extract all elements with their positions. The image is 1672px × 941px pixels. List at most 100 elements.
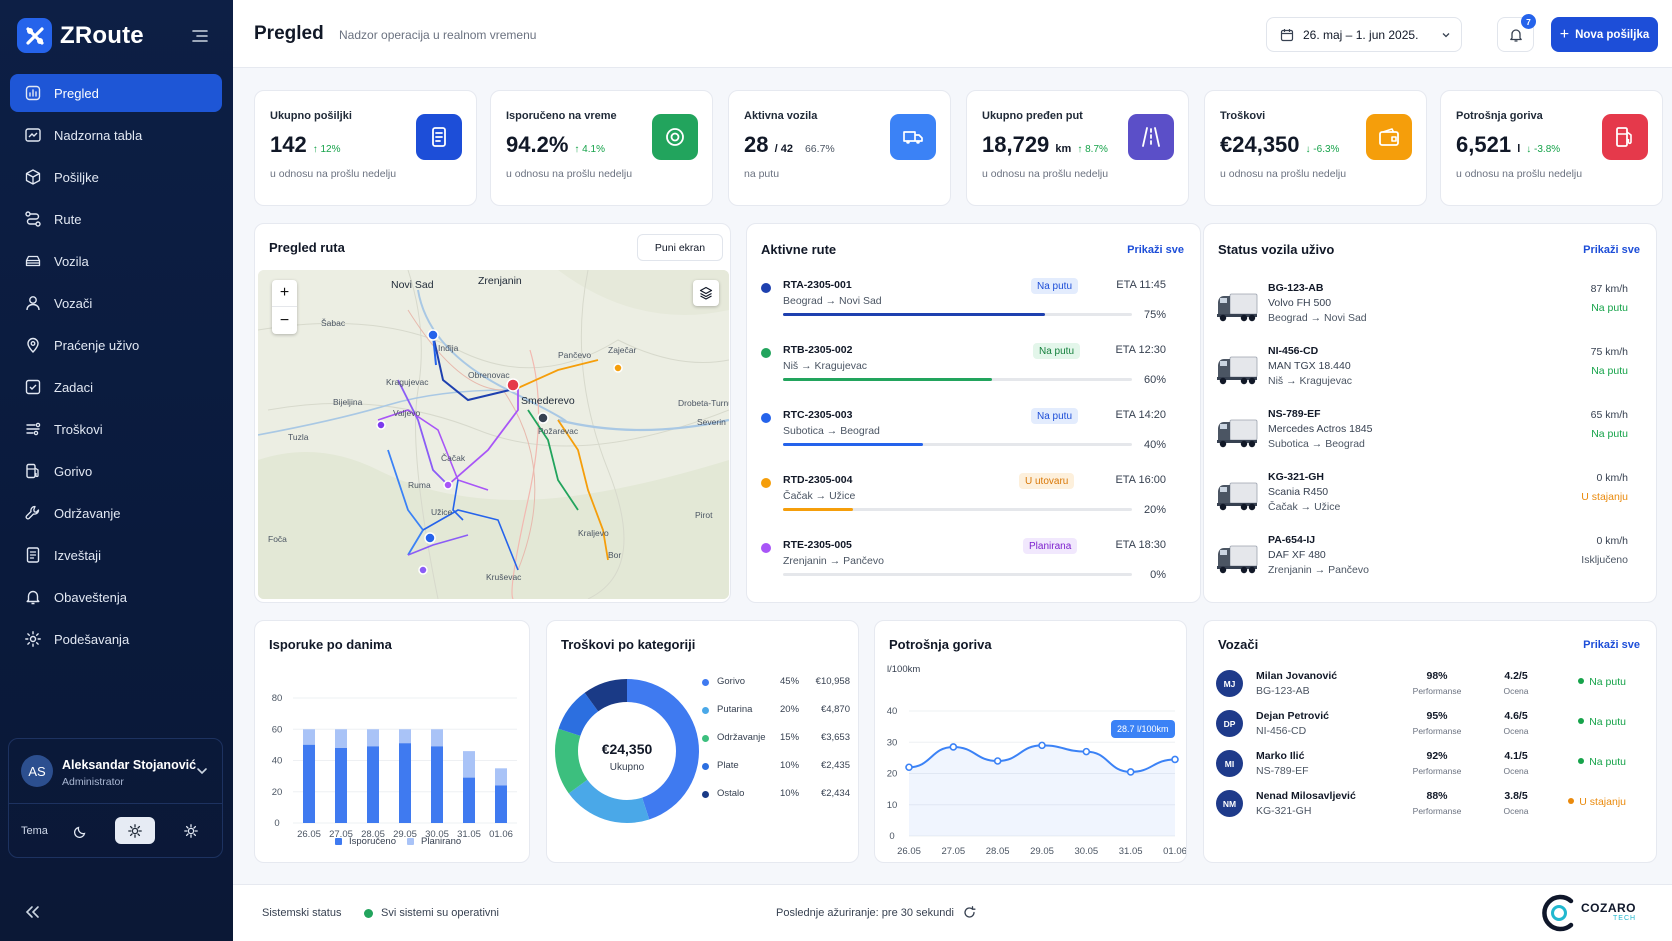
fullscreen-button[interactable]: Puni ekran xyxy=(637,234,723,261)
menu-toggle-icon[interactable] xyxy=(192,29,208,43)
bar-delivered[interactable] xyxy=(399,743,411,823)
route-row[interactable]: RTC-2305-003 Subotica → Beograd Na putu ETA… xyxy=(761,406,1166,466)
sidebar-item-rute[interactable]: Rute xyxy=(10,200,222,238)
kpi-card-wallet[interactable]: Troškovi €24,350 ↓ -6.3% u odnosu na prošlu… xyxy=(1204,90,1427,206)
bell-icon xyxy=(1509,28,1522,42)
kpi-card-fuel-pump[interactable]: Potrošnja goriva 6,521 l ↓ -3.8% u odnosu n… xyxy=(1440,90,1663,206)
cost-value: €10,958 xyxy=(815,676,850,687)
sidebar-item-pregled[interactable]: Pregled xyxy=(10,74,222,112)
drivers-show-all-link[interactable]: Prikaži sve xyxy=(1583,639,1640,651)
driver-row[interactable]: DP Dejan Petrović NI-456-CD 95% Performanse 4… xyxy=(1216,708,1626,748)
vehicle-row[interactable]: PA-654-IJ DAF XF 480 Zrenjanin → Pančevo 0 … xyxy=(1216,532,1628,592)
sidebar-nav: Pregled Nadzorna tabla Pošiljke Rute Vozila V… xyxy=(10,74,222,662)
kpi-value: 142 ↑ 12% xyxy=(270,132,341,158)
driver-row[interactable]: MI Marko Ilić NS-789-EF 92% Performanse 4.1/5… xyxy=(1216,748,1626,788)
date-range-picker[interactable]: 26. maj – 1. jun 2025. xyxy=(1266,17,1462,52)
route-progress-percent: 40% xyxy=(1143,439,1166,451)
route-eta: ETA 16:00 xyxy=(1115,474,1166,486)
driver-vehicle: NS-789-EF xyxy=(1256,765,1309,777)
kpi-card-document[interactable]: Ukupno pošiljki 142 ↑ 12% u odnosu na prošl… xyxy=(254,90,477,206)
bar-delivered[interactable] xyxy=(463,777,475,823)
sidebar-item-gorivo[interactable]: Gorivo xyxy=(10,452,222,490)
route-map[interactable]: Novi Sad Zrenjanin Šabac Bijeljina Tuzla Valj… xyxy=(258,270,729,599)
bar-delivered[interactable] xyxy=(367,746,379,823)
donut-slice-odrzavanje[interactable] xyxy=(555,728,588,794)
bar-delivered[interactable] xyxy=(495,785,507,824)
route-eta: ETA 12:30 xyxy=(1115,344,1166,356)
new-shipment-button[interactable]: + Nova pošiljka xyxy=(1551,17,1658,52)
driver-row[interactable]: NM Nenad Milosavljević KG-321-GH 88% Perform… xyxy=(1216,788,1626,828)
route-progress-percent: 75% xyxy=(1143,309,1166,321)
kpi-number: 6,521 xyxy=(1456,132,1512,157)
layers-icon xyxy=(699,286,713,300)
kpi-extra: 66.7% xyxy=(804,143,835,155)
bar-delivered[interactable] xyxy=(431,746,443,823)
vehicle-speed: 87 km/h xyxy=(1590,283,1628,295)
active-routes-show-all-link[interactable]: Prikaži sve xyxy=(1127,244,1184,256)
fuel-point[interactable] xyxy=(1082,747,1091,756)
fuel-point[interactable] xyxy=(1171,755,1179,764)
sidebar-item-podesavanja[interactable]: Podešavanja xyxy=(10,620,222,658)
theme-dark-button[interactable] xyxy=(61,817,101,844)
chevron-down-icon[interactable] xyxy=(196,765,208,777)
fuel-point[interactable] xyxy=(949,743,958,751)
kpi-card-truck[interactable]: Aktivna vozila 28 / 42 66.7% na putu xyxy=(728,90,951,206)
sidebar-item-troskovi[interactable]: Troškovi xyxy=(10,410,222,448)
route-row[interactable]: RTE-2305-005 Zrenjanin → Pančevo Planirana… xyxy=(761,536,1166,596)
sidebar-item-obavestenja[interactable]: Obaveštenja xyxy=(10,578,222,616)
vehicle-row[interactable]: KG-321-GH Scania R450 Čačak → Užice 0 km/h U… xyxy=(1216,469,1628,529)
driver-status-label: Na putu xyxy=(1589,756,1626,768)
vehicle-row[interactable]: NS-789-EF Mercedes Actros 1845 Subotica → … xyxy=(1216,406,1628,466)
fuel-point[interactable] xyxy=(993,757,1002,765)
kpi-card-target[interactable]: Isporučeno na vreme 94.2% ↑ 4.1% u odnosu n… xyxy=(490,90,713,206)
vehicle-status-show-all-link[interactable]: Prikaži sve xyxy=(1583,244,1640,256)
sidebar-item-vozaci[interactable]: Vozači xyxy=(10,284,222,322)
active-routes-card: Aktivne rute Prikaži sve RTA-2305-001 Beo… xyxy=(746,223,1201,603)
route-row[interactable]: RTB-2305-002 Niš → Kragujevac Na putu ETA 1… xyxy=(761,341,1166,401)
vehicle-route: Zrenjanin → Pančevo xyxy=(1268,564,1369,576)
vehicle-row[interactable]: NI-456-CD MAN TGX 18.440 Niš → Kragujevac 7… xyxy=(1216,343,1628,403)
route-progress-percent: 20% xyxy=(1143,504,1166,516)
route-row[interactable]: RTA-2305-001 Beograd → Novi Sad Na putu ETA… xyxy=(761,276,1166,336)
donut-slice-gorivo[interactable] xyxy=(627,679,699,820)
donut-slice-plate[interactable] xyxy=(558,692,599,736)
kpi-card-road[interactable]: Ukupno pređen put 18,729 km ↑ 8.7% u odnosu… xyxy=(966,90,1189,206)
map-canvas[interactable] xyxy=(258,270,729,599)
document-icon xyxy=(416,114,462,160)
brand[interactable]: ZRoute xyxy=(17,18,144,53)
theme-light-button[interactable] xyxy=(171,817,211,844)
theme-system-button[interactable] xyxy=(115,817,155,844)
refresh-icon[interactable] xyxy=(963,906,976,919)
bar-delivered[interactable] xyxy=(335,748,347,823)
legend-planned: Planirano xyxy=(407,836,461,847)
sidebar-item-zadaci[interactable]: Zadaci xyxy=(10,368,222,406)
notifications-button[interactable]: 7 xyxy=(1497,14,1536,52)
zoom-out-button[interactable]: − xyxy=(279,311,290,329)
sidebar-item-nadzorna-tabla[interactable]: Nadzorna tabla xyxy=(10,116,222,154)
kpi-label: Troškovi xyxy=(1220,110,1266,122)
fuel-point[interactable] xyxy=(1038,741,1046,750)
legend-label: Planirano xyxy=(421,836,462,847)
map-layers-button[interactable] xyxy=(693,280,719,306)
collapse-sidebar-icon[interactable] xyxy=(24,905,40,919)
bar-delivered[interactable] xyxy=(303,744,315,823)
drivers-card: Vozači Prikaži sve MJ Milan Jovanović BG-1… xyxy=(1203,620,1657,863)
zoom-in-button[interactable]: + xyxy=(272,280,297,307)
route-id: RTA-2305-001 xyxy=(783,279,852,291)
route-row[interactable]: RTD-2305-004 Čačak → Užice U utovaru ETA 16… xyxy=(761,471,1166,531)
fuel-point[interactable] xyxy=(1126,768,1135,776)
sidebar-item-posiljke[interactable]: Pošiljke xyxy=(10,158,222,196)
vehicle-row[interactable]: BG-123-AB Volvo FH 500 Beograd → Novi Sad 8… xyxy=(1216,280,1628,340)
sidebar-item-odrzavanje[interactable]: Održavanje xyxy=(10,494,222,532)
user-avatar[interactable]: AS xyxy=(21,755,53,787)
sidebar-item-izvestaji[interactable]: Izveštaji xyxy=(10,536,222,574)
driver-status-label: U stajanju xyxy=(1579,796,1626,808)
fuel-point[interactable] xyxy=(905,763,913,772)
donut-slice-putarina[interactable] xyxy=(568,779,650,823)
sidebar-item-vozila[interactable]: Vozila xyxy=(10,242,222,280)
donut-slice-ostalo[interactable] xyxy=(584,679,627,712)
cozaro-logo-sub: TECH xyxy=(1613,915,1637,922)
sidebar-item-pracenje-uzivo[interactable]: Praćenje uživo xyxy=(10,326,222,364)
driver-avatar: NM xyxy=(1216,790,1243,817)
driver-row[interactable]: MJ Milan Jovanović BG-123-AB 98% Performanse… xyxy=(1216,668,1626,708)
